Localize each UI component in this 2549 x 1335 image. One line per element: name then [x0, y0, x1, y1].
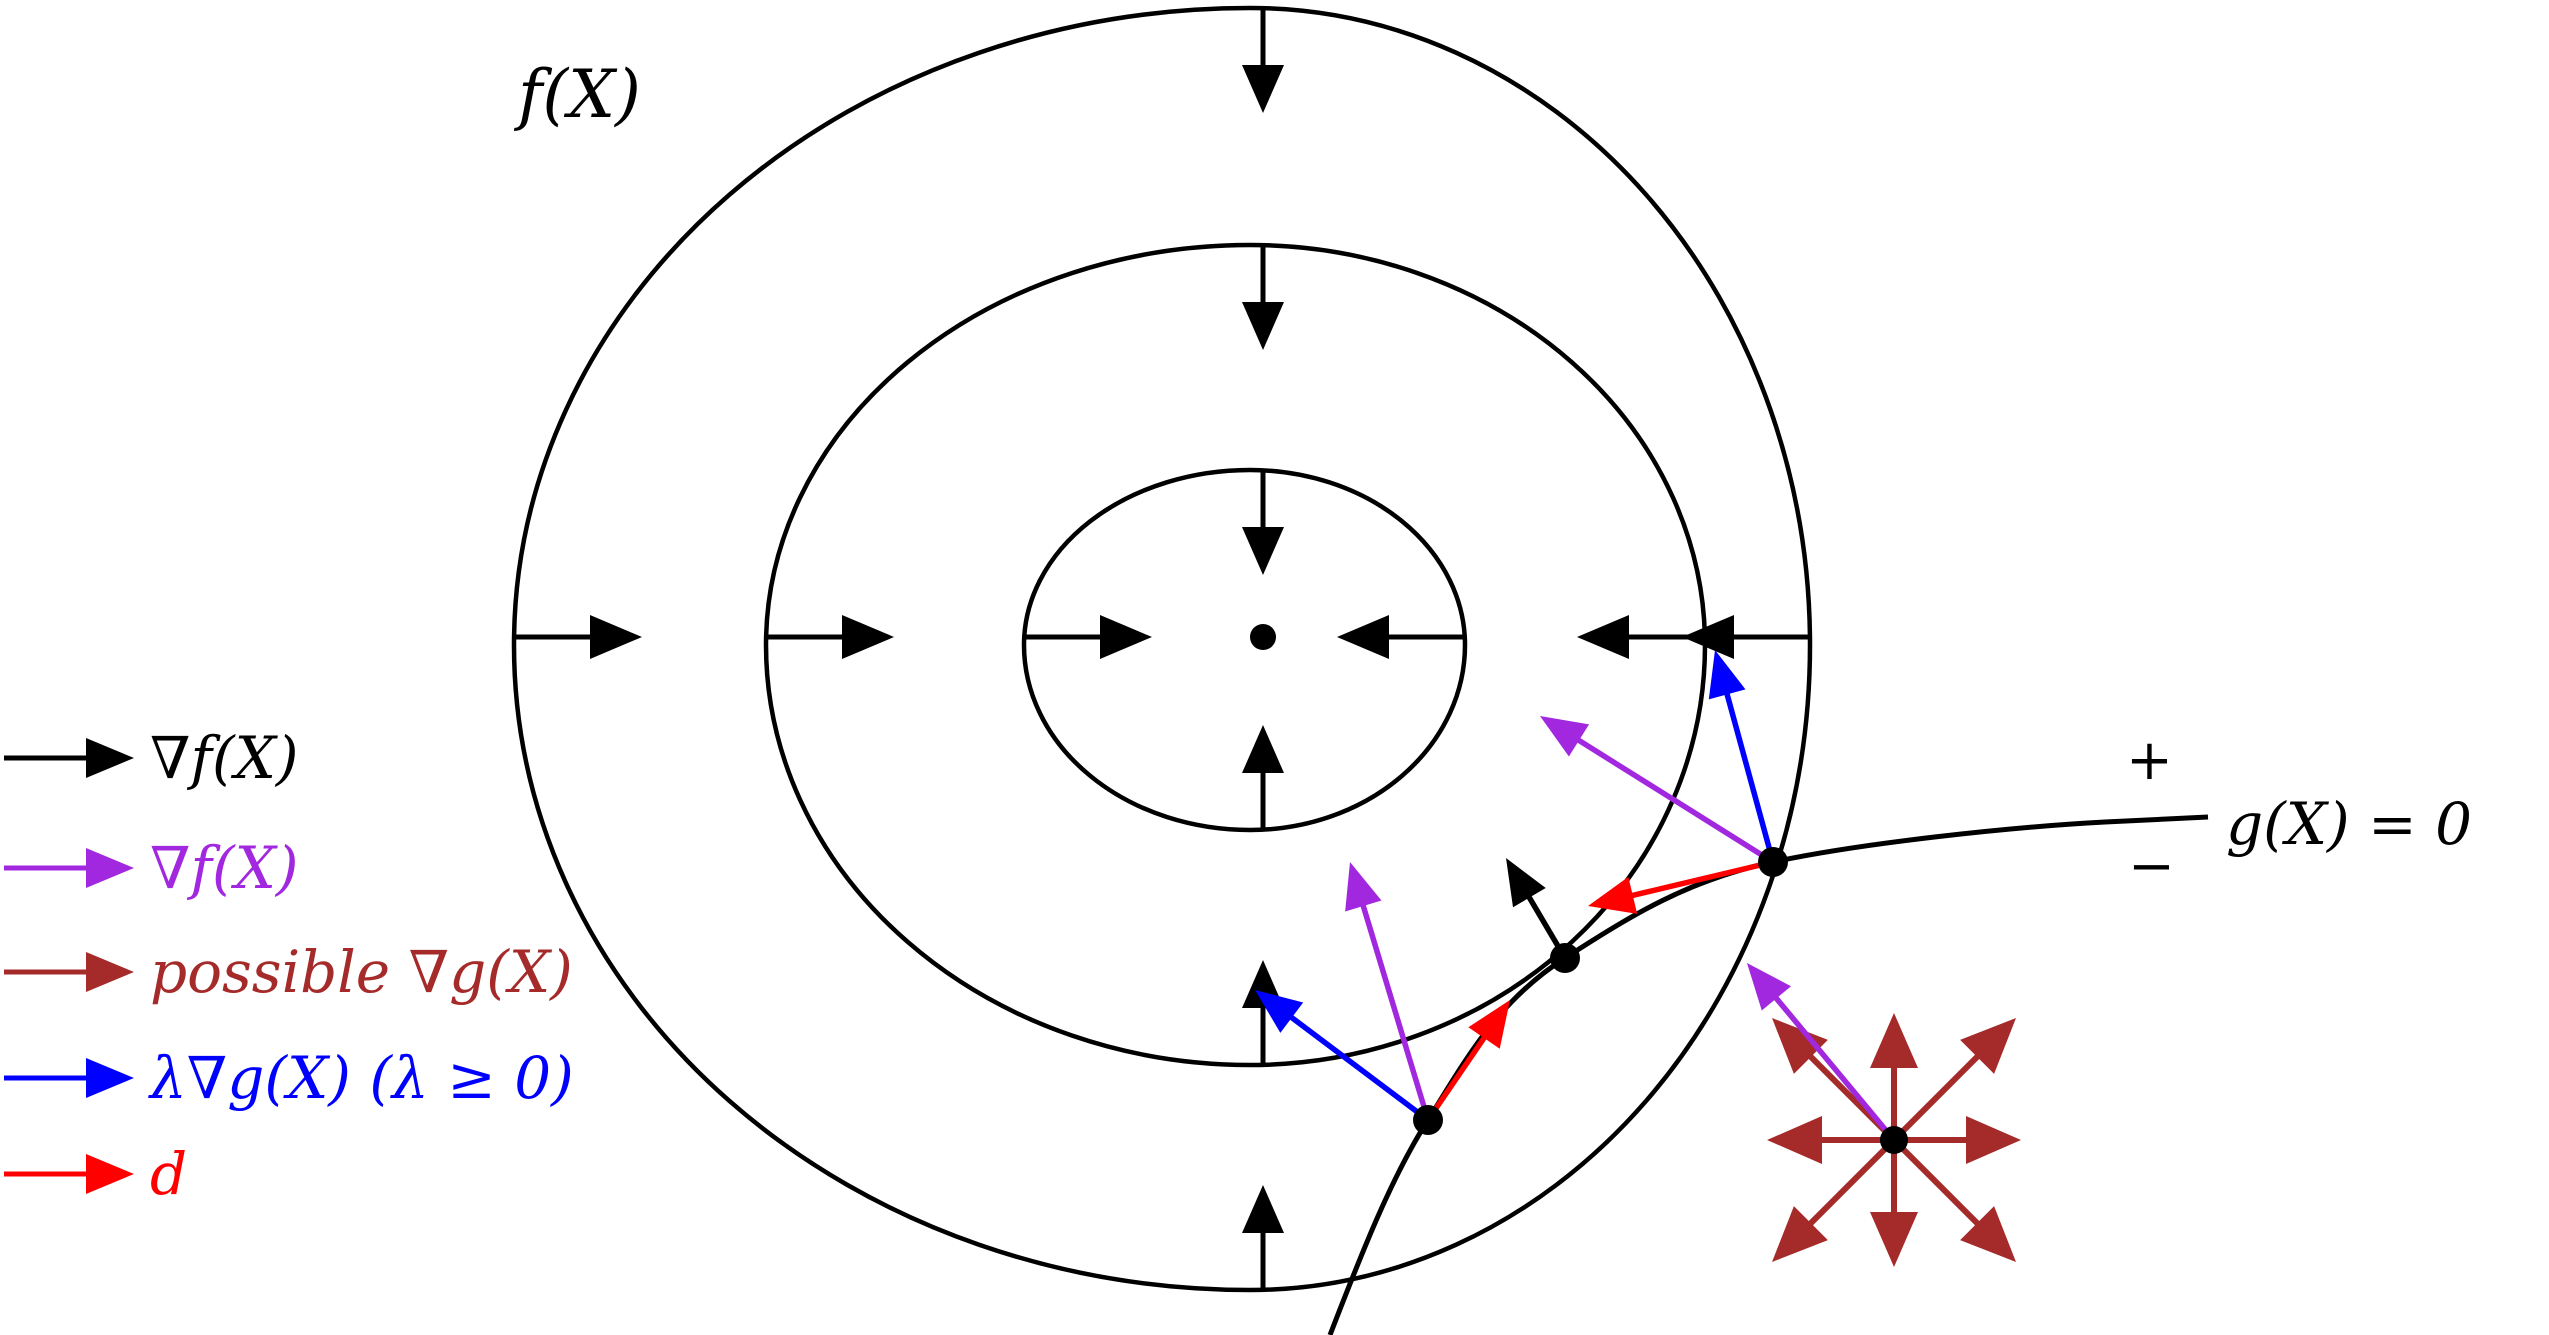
- descent-d-left-point-arrow: [1425, 1000, 1510, 1122]
- possible-grad-g-arrow-5: [1891, 1137, 2016, 1262]
- gradient-arrow-level-1-top: [1242, 470, 1284, 575]
- legend-item-label: ∇f(X): [150, 834, 299, 902]
- blue-arrow-icon: [4, 1058, 134, 1098]
- level-set-3: [511, 5, 1813, 1293]
- legend-item-label: possible ∇g(X): [150, 938, 573, 1006]
- level-set-1: [1021, 467, 1468, 833]
- grad-f-at-star-point-arrow: [1747, 963, 1897, 1142]
- purple-arrow-icon: [4, 848, 134, 888]
- lambda-grad-g-left-point-arrow: [1255, 990, 1430, 1123]
- gradient-arrow-level-1-right: [1337, 615, 1465, 659]
- legend-item-grad-f-purple: ∇f(X): [4, 828, 299, 908]
- possible-grad-g-arrow-6: [1772, 1137, 1897, 1262]
- descent-d-right-point-arrow: [1588, 859, 1774, 914]
- dark-red-arrow-icon: [4, 952, 134, 992]
- red-arrow-icon: [4, 1154, 134, 1194]
- constraint-point-dot-4: [1880, 1126, 1908, 1154]
- black-arrow-icon: [4, 738, 134, 778]
- possible-grad-g-arrow-4: [1891, 1018, 2016, 1143]
- objective-function-label: f(X): [518, 56, 641, 133]
- gradient-arrow-level-2-top: [1242, 245, 1284, 350]
- legend-item-label: ∇f(X): [150, 724, 299, 792]
- legend-item-lambda-grad-g: λ∇g(X) (λ ≥ 0): [4, 1038, 574, 1118]
- legend-item-label: d: [150, 1140, 188, 1208]
- gradient-arrow-level-3-right: [1682, 615, 1810, 659]
- gradient-arrow-level-3-bottom: [1242, 1185, 1284, 1290]
- gradient-arrow-level-2-left: [766, 615, 894, 659]
- constraint-point-dot-2: [1550, 943, 1580, 973]
- gradient-arrow-level-1-bottom: [1242, 725, 1284, 830]
- constraint-point-dot-1: [1758, 847, 1788, 877]
- constraint-equation-label: g(X) = 0: [2226, 790, 2473, 858]
- gradient-arrow-level-1-left: [1024, 615, 1152, 659]
- gradient-arrow-level-3-top: [1242, 8, 1284, 113]
- minimum-point-dot: [1250, 624, 1276, 650]
- gradient-arrow-level-3-left: [514, 615, 642, 659]
- legend-item-grad-f-black: ∇f(X): [4, 718, 299, 798]
- legend-item-label: λ∇g(X) (λ ≥ 0): [150, 1044, 574, 1112]
- constraint-point-dot-3: [1413, 1105, 1443, 1135]
- grad-f-at-left-point-arrow: [1345, 862, 1431, 1121]
- legend-item-possible-grad-g: possible ∇g(X): [4, 932, 573, 1012]
- grad-f-at-tangent-point-arrow: [1506, 858, 1568, 960]
- grad-f-at-right-point-arrow: [1540, 716, 1775, 865]
- constraint-curve: [1327, 814, 2209, 1335]
- constraint-negative-side-label: −: [2128, 834, 2175, 899]
- constraint-positive-side-label: +: [2126, 728, 2173, 793]
- legend-item-descent-direction: d: [4, 1134, 187, 1214]
- level-set-2: [763, 242, 1708, 1068]
- lambda-grad-g-right-point-arrow: [1708, 650, 1776, 863]
